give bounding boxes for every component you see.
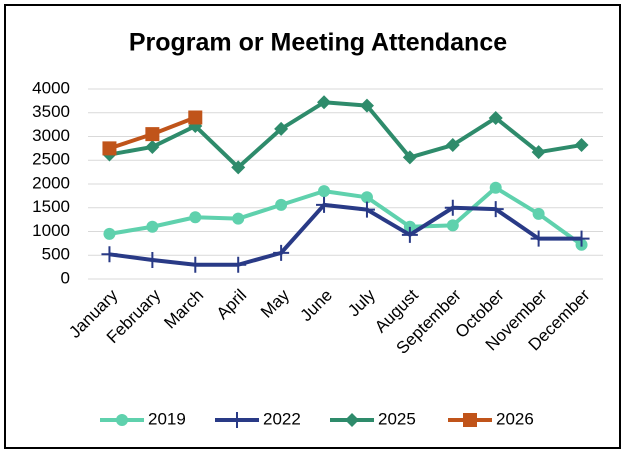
marker xyxy=(188,110,203,125)
marker xyxy=(103,227,116,240)
marker xyxy=(232,212,245,225)
marker xyxy=(446,219,459,232)
marker xyxy=(145,139,160,154)
marker xyxy=(317,95,332,110)
legend-item: 2025 xyxy=(330,409,416,428)
marker xyxy=(275,198,288,211)
marker xyxy=(574,138,589,153)
marker xyxy=(146,220,159,233)
chart-title: Program or Meeting Attendance xyxy=(129,29,507,57)
chart-border xyxy=(4,4,621,449)
marker xyxy=(189,211,202,224)
marker xyxy=(532,207,545,220)
legend-label: 2025 xyxy=(378,409,416,428)
marker xyxy=(359,98,374,113)
marker xyxy=(488,110,503,125)
y-tick-label: 1500 xyxy=(32,197,70,216)
marker xyxy=(403,220,416,233)
y-tick-label: 500 xyxy=(42,245,70,264)
marker xyxy=(316,196,333,213)
marker xyxy=(318,185,331,198)
marker xyxy=(573,230,590,247)
legend-item: 2019 xyxy=(100,409,186,428)
marker xyxy=(401,226,418,243)
marker xyxy=(444,199,461,216)
marker xyxy=(402,150,417,165)
marker xyxy=(231,160,246,175)
y-tick-label: 2000 xyxy=(32,173,70,192)
marker xyxy=(445,138,460,153)
legend-item: 2026 xyxy=(448,409,534,428)
marker xyxy=(144,252,161,268)
marker xyxy=(463,413,477,427)
marker xyxy=(102,141,117,156)
marker xyxy=(101,246,118,263)
legend-label: 2019 xyxy=(148,409,186,428)
y-tick-label: 2500 xyxy=(32,150,70,169)
marker xyxy=(274,121,289,136)
marker xyxy=(489,181,502,194)
marker xyxy=(145,127,160,142)
marker xyxy=(187,256,204,273)
legend-label: 2022 xyxy=(263,409,301,428)
y-tick-label: 3500 xyxy=(32,102,70,121)
marker xyxy=(358,201,375,218)
marker xyxy=(531,145,546,160)
series-line xyxy=(109,185,583,247)
legend-label: 2026 xyxy=(496,409,534,428)
marker xyxy=(230,256,247,273)
y-tick-label: 1000 xyxy=(32,221,70,240)
y-tick-label: 0 xyxy=(61,268,70,287)
marker xyxy=(530,230,547,247)
marker xyxy=(229,412,245,428)
y-tick-label: 3000 xyxy=(32,126,70,145)
y-tick-label: 4000 xyxy=(32,78,70,97)
marker xyxy=(345,413,359,427)
series-line xyxy=(109,100,582,170)
marker xyxy=(487,201,504,218)
marker xyxy=(273,244,290,261)
legend-item: 2022 xyxy=(215,409,301,428)
marker xyxy=(116,414,128,426)
marker xyxy=(360,191,373,204)
